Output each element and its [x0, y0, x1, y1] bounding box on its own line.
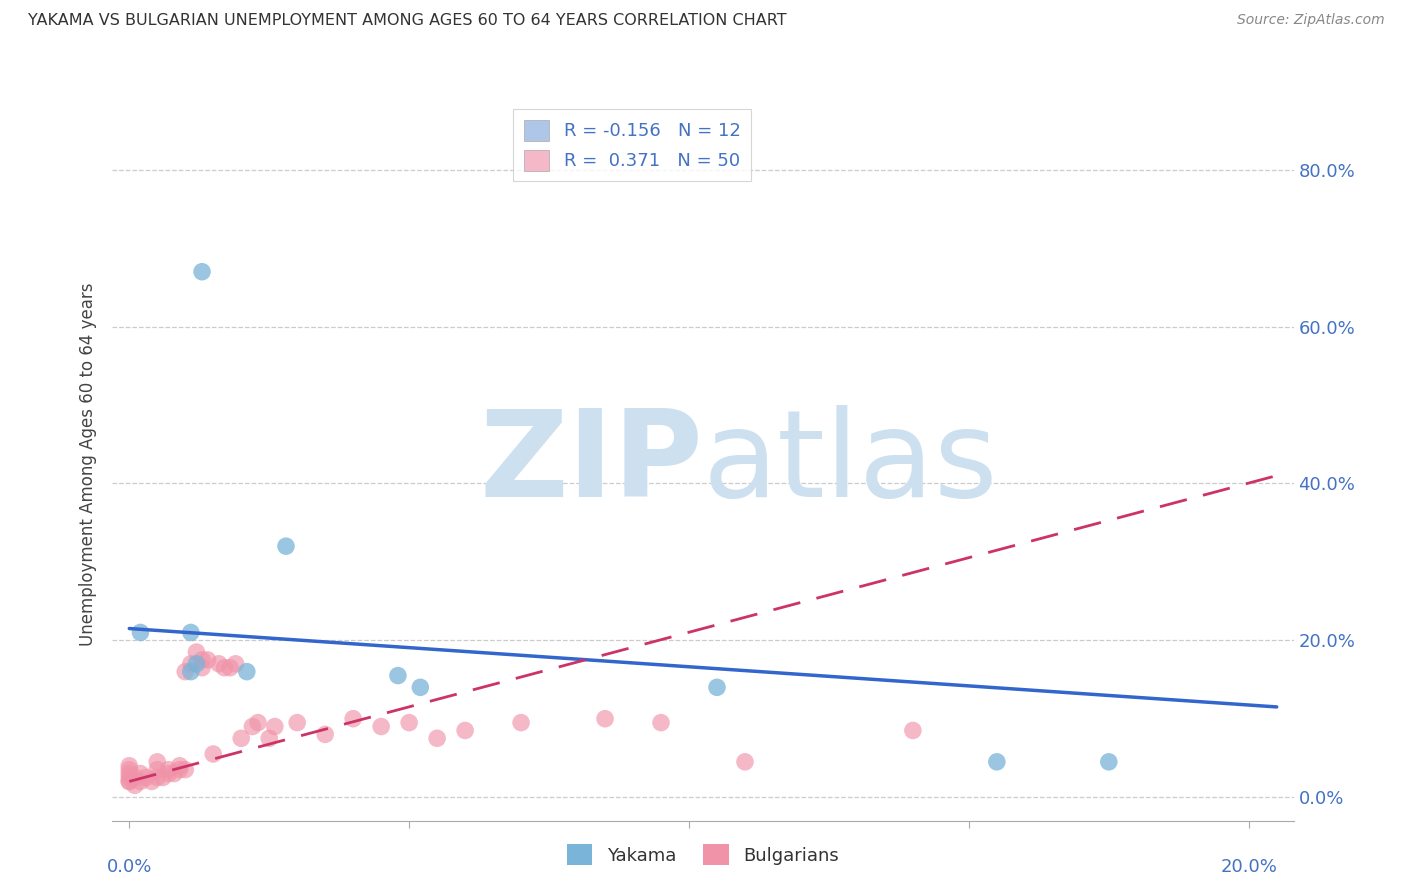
Point	[146, 755, 169, 769]
Point	[118, 774, 141, 789]
Point	[191, 265, 214, 279]
Point	[197, 653, 219, 667]
Point	[186, 645, 208, 659]
Point	[191, 653, 214, 667]
Point	[510, 715, 533, 730]
Point	[236, 665, 259, 679]
Point	[257, 731, 280, 746]
Point	[242, 720, 264, 734]
Point	[118, 758, 141, 772]
Point	[409, 681, 432, 695]
Point	[174, 665, 197, 679]
Point	[163, 766, 186, 780]
Point	[208, 657, 231, 671]
Point	[1098, 755, 1121, 769]
Point	[152, 771, 174, 785]
Point	[426, 731, 449, 746]
Point	[186, 657, 208, 671]
Legend: Yakama, Bulgarians: Yakama, Bulgarians	[560, 837, 846, 872]
Point	[650, 715, 672, 730]
Point	[370, 720, 392, 734]
Text: YAKAMA VS BULGARIAN UNEMPLOYMENT AMONG AGES 60 TO 64 YEARS CORRELATION CHART: YAKAMA VS BULGARIAN UNEMPLOYMENT AMONG A…	[28, 13, 787, 29]
Point	[129, 774, 152, 789]
Point	[314, 727, 336, 741]
Point	[734, 755, 756, 769]
Point	[180, 657, 202, 671]
Text: 0.0%: 0.0%	[107, 858, 152, 876]
Point	[180, 625, 202, 640]
Point	[118, 774, 141, 789]
Text: Source: ZipAtlas.com: Source: ZipAtlas.com	[1237, 13, 1385, 28]
Point	[118, 771, 141, 785]
Point	[118, 763, 141, 777]
Point	[285, 715, 308, 730]
Point	[593, 712, 616, 726]
Point	[202, 747, 225, 761]
Text: ZIP: ZIP	[479, 405, 703, 523]
Point	[157, 766, 180, 780]
Point	[901, 723, 924, 738]
Point	[169, 763, 191, 777]
Point	[174, 763, 197, 777]
Point	[146, 771, 169, 785]
Point	[231, 731, 253, 746]
Point	[141, 774, 163, 789]
Point	[169, 758, 191, 772]
Point	[342, 712, 364, 726]
Point	[986, 755, 1008, 769]
Point	[263, 720, 285, 734]
Point	[118, 766, 141, 780]
Point	[219, 661, 242, 675]
Y-axis label: Unemployment Among Ages 60 to 64 years: Unemployment Among Ages 60 to 64 years	[79, 282, 97, 646]
Point	[214, 661, 236, 675]
Point	[124, 778, 146, 792]
Point	[135, 771, 157, 785]
Point	[387, 668, 409, 682]
Point	[129, 625, 152, 640]
Point	[191, 661, 214, 675]
Point	[157, 763, 180, 777]
Point	[180, 665, 202, 679]
Text: 20.0%: 20.0%	[1220, 858, 1277, 876]
Text: atlas: atlas	[703, 405, 998, 523]
Point	[706, 681, 728, 695]
Point	[146, 763, 169, 777]
Point	[454, 723, 477, 738]
Point	[225, 657, 247, 671]
Point	[129, 766, 152, 780]
Point	[124, 771, 146, 785]
Point	[274, 539, 297, 553]
Point	[398, 715, 420, 730]
Point	[247, 715, 270, 730]
